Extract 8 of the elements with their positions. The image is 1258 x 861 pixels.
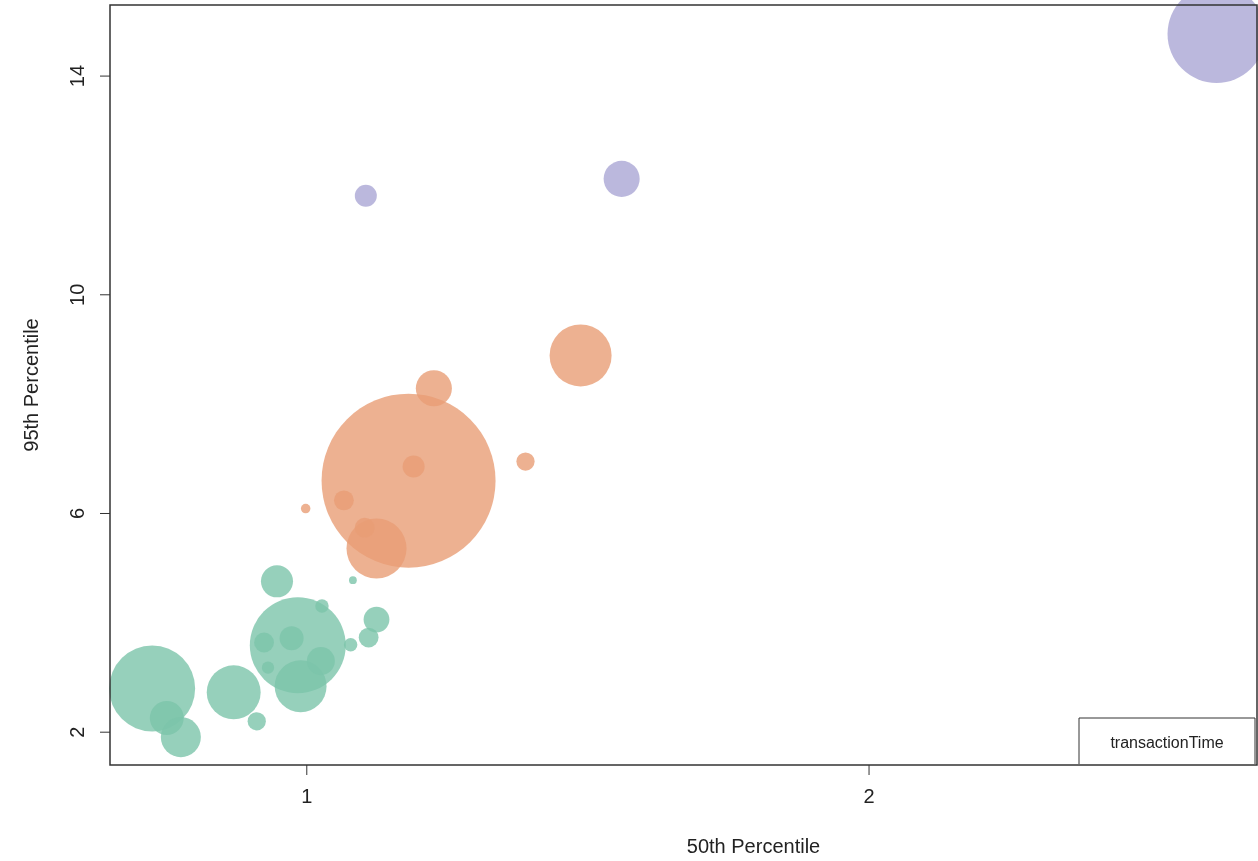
x-axis-title: 50th Percentile [686,835,821,857]
legend-title: transactionTime [1110,734,1224,751]
y-axis-title: 95th Percentile [20,318,42,452]
y-tick-label: 2 [66,726,88,738]
y-tick-label: 10 [66,283,88,306]
y-tick-label: 6 [66,507,88,520]
x-tick-label: 1 [301,785,313,807]
y-tick-label: 14 [66,64,88,88]
